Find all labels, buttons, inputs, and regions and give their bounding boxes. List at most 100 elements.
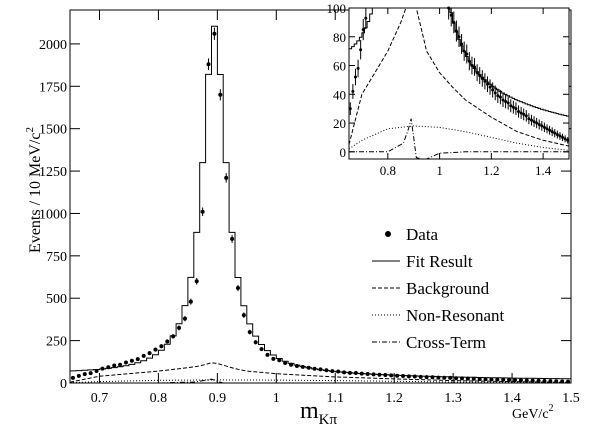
data-point bbox=[356, 66, 360, 70]
data-point bbox=[483, 377, 488, 382]
y-tick-label: 40 bbox=[333, 87, 346, 102]
data-point bbox=[477, 377, 482, 382]
data-point bbox=[566, 138, 570, 142]
data-point bbox=[491, 88, 495, 92]
data-point bbox=[188, 299, 193, 304]
data-point bbox=[498, 95, 502, 99]
data-point bbox=[395, 373, 400, 378]
data-point bbox=[522, 112, 526, 116]
data-point bbox=[459, 376, 464, 381]
x-tick-label: 1.3 bbox=[444, 391, 462, 406]
x-tick-label: 0.9 bbox=[209, 391, 227, 406]
x-tick-label: 1.5 bbox=[562, 391, 580, 406]
data-point bbox=[353, 75, 357, 79]
data-point bbox=[447, 6, 451, 10]
data-point bbox=[462, 49, 466, 53]
data-point bbox=[448, 375, 453, 380]
data-point bbox=[501, 377, 506, 382]
data-point bbox=[470, 64, 474, 68]
data-point bbox=[524, 378, 529, 383]
y-tick-label: 100 bbox=[327, 1, 347, 16]
data-point bbox=[511, 105, 515, 109]
data-point bbox=[485, 82, 489, 86]
legend: Data Fit Result Background Non-Resonant Cros… bbox=[372, 225, 504, 352]
data-point bbox=[247, 330, 252, 335]
series-non-resonant bbox=[348, 125, 570, 151]
data-point bbox=[82, 372, 87, 377]
data-point bbox=[452, 20, 456, 24]
data-point bbox=[527, 117, 531, 121]
y-tick-label: 500 bbox=[46, 292, 67, 307]
data-point bbox=[506, 101, 510, 105]
inset-data-points bbox=[348, 6, 570, 144]
data-point bbox=[540, 124, 544, 128]
x-tick-label: 1.4 bbox=[535, 163, 552, 178]
data-point bbox=[554, 379, 559, 384]
main-plot: 0.7 0.8 0.9 1 1.1 1.2 1.3 1.4 1.5 0 250 500 750 1000 1… bbox=[39, 9, 580, 406]
data-point bbox=[324, 368, 329, 373]
data-point bbox=[342, 370, 347, 375]
data-point bbox=[555, 133, 559, 137]
inset-curves bbox=[348, 7, 570, 160]
data-point bbox=[478, 74, 482, 78]
data-point bbox=[436, 375, 441, 380]
data-point bbox=[517, 110, 521, 114]
data-point bbox=[235, 286, 240, 291]
data-point bbox=[353, 370, 358, 375]
data-point bbox=[542, 125, 546, 129]
y-tick-label: 1250 bbox=[39, 165, 67, 180]
data-point bbox=[377, 372, 382, 377]
data-point bbox=[141, 353, 146, 358]
data-point bbox=[561, 135, 565, 139]
series-fit-result bbox=[349, 7, 569, 117]
data-point bbox=[496, 94, 500, 98]
x-tick-label: 0.8 bbox=[150, 391, 168, 406]
data-point bbox=[224, 175, 229, 180]
x-tick-label: 0.7 bbox=[91, 391, 109, 406]
data-point bbox=[524, 114, 528, 118]
data-point bbox=[212, 31, 217, 36]
data-point bbox=[361, 28, 365, 32]
data-point bbox=[449, 13, 453, 17]
data-point bbox=[359, 48, 363, 52]
data-point bbox=[480, 76, 484, 80]
data-point bbox=[200, 209, 205, 214]
data-point bbox=[475, 71, 479, 75]
data-point bbox=[535, 121, 539, 125]
data-point bbox=[501, 98, 505, 102]
data-point bbox=[330, 369, 335, 374]
main-curves bbox=[69, 25, 572, 384]
data-point bbox=[265, 352, 270, 357]
data-point bbox=[218, 92, 223, 97]
data-point bbox=[294, 364, 299, 369]
data-point bbox=[159, 344, 164, 349]
data-point bbox=[460, 42, 464, 46]
data-point bbox=[513, 378, 518, 383]
inset-plot: 0.8 1 1.2 1.4 0 20 40 60 80 100 bbox=[327, 1, 570, 178]
data-point bbox=[493, 91, 497, 95]
series-background bbox=[69, 362, 572, 383]
data-point bbox=[194, 279, 199, 284]
data-point bbox=[454, 376, 459, 381]
x-axis-label: mKπ bbox=[300, 398, 338, 428]
y-tick-label: 80 bbox=[333, 30, 346, 45]
x-tick-label: 0.8 bbox=[380, 163, 396, 178]
data-point bbox=[118, 362, 123, 367]
data-point bbox=[271, 356, 276, 361]
data-point bbox=[135, 357, 140, 362]
data-point bbox=[489, 377, 494, 382]
data-point bbox=[336, 369, 341, 374]
data-point bbox=[253, 340, 258, 345]
x-tick-label: 1.1 bbox=[326, 391, 344, 406]
data-point bbox=[406, 374, 411, 379]
data-point bbox=[529, 118, 533, 122]
data-point bbox=[306, 365, 311, 370]
data-point bbox=[389, 373, 394, 378]
data-point bbox=[347, 370, 352, 375]
data-point bbox=[401, 374, 406, 379]
data-point bbox=[241, 313, 246, 318]
data-point bbox=[112, 363, 117, 368]
data-point bbox=[514, 107, 518, 111]
data-point bbox=[545, 127, 549, 131]
